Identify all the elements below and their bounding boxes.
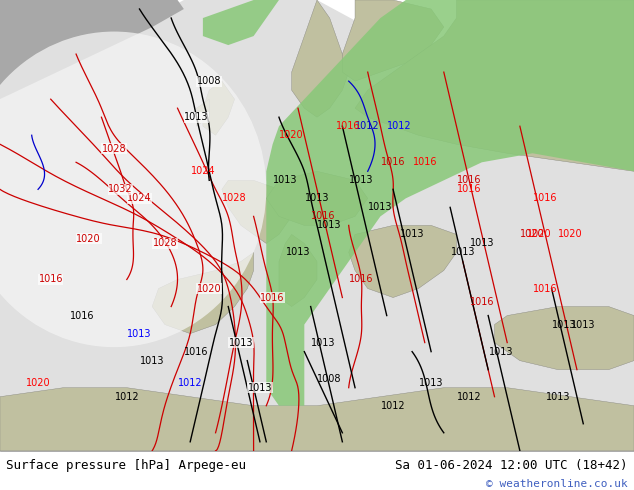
Polygon shape <box>203 81 235 135</box>
Text: 1013: 1013 <box>273 175 297 185</box>
Text: 1016: 1016 <box>470 297 494 307</box>
Text: 1016: 1016 <box>311 211 335 221</box>
Text: 1013: 1013 <box>419 378 443 388</box>
Text: 1013: 1013 <box>489 346 513 357</box>
Text: 1024: 1024 <box>191 166 215 176</box>
Polygon shape <box>266 0 634 406</box>
Text: 1016: 1016 <box>70 311 94 320</box>
Text: 1012: 1012 <box>356 121 380 131</box>
Text: 1012: 1012 <box>178 378 202 388</box>
Text: 1020: 1020 <box>527 229 551 240</box>
Text: 1028: 1028 <box>223 194 247 203</box>
Text: 1020: 1020 <box>26 378 50 388</box>
Text: 1013: 1013 <box>349 175 373 185</box>
Text: 1016: 1016 <box>381 157 405 167</box>
Polygon shape <box>0 0 634 451</box>
Text: 1013: 1013 <box>286 247 310 257</box>
Text: 1012: 1012 <box>457 392 481 402</box>
Text: 1020: 1020 <box>77 234 101 244</box>
Text: 1016: 1016 <box>533 284 557 294</box>
Text: 1013: 1013 <box>140 356 164 366</box>
Polygon shape <box>342 0 444 81</box>
Text: 1016: 1016 <box>39 274 63 285</box>
Polygon shape <box>0 0 184 99</box>
Text: Surface pressure [hPa] Arpege-eu: Surface pressure [hPa] Arpege-eu <box>6 459 247 472</box>
Polygon shape <box>495 307 634 369</box>
Polygon shape <box>355 0 634 172</box>
Text: 1016: 1016 <box>261 293 285 302</box>
Polygon shape <box>279 234 317 307</box>
Text: 1020: 1020 <box>559 229 583 240</box>
Text: 1013: 1013 <box>451 247 475 257</box>
Text: 1016: 1016 <box>337 121 361 131</box>
Text: 1013: 1013 <box>311 338 335 347</box>
Text: 1028: 1028 <box>102 144 126 154</box>
Text: 1016: 1016 <box>349 274 373 285</box>
Text: 1008: 1008 <box>197 76 221 86</box>
Polygon shape <box>292 0 349 117</box>
Text: 1012: 1012 <box>115 392 139 402</box>
Ellipse shape <box>0 31 266 347</box>
Polygon shape <box>266 172 368 225</box>
Text: 1016: 1016 <box>184 346 209 357</box>
Text: 1016: 1016 <box>413 157 437 167</box>
Text: 1012: 1012 <box>387 121 411 131</box>
Text: 1013: 1013 <box>571 319 595 330</box>
Text: 1013: 1013 <box>184 112 209 122</box>
Text: 1013: 1013 <box>400 229 424 240</box>
Text: 1013: 1013 <box>546 392 570 402</box>
Text: 1016: 1016 <box>457 175 481 185</box>
Text: Sa 01-06-2024 12:00 UTC (18+42): Sa 01-06-2024 12:00 UTC (18+42) <box>395 459 628 472</box>
Text: 1024: 1024 <box>127 194 152 203</box>
Text: 1016: 1016 <box>533 194 557 203</box>
Polygon shape <box>222 180 292 244</box>
Polygon shape <box>152 252 254 334</box>
Text: 1008: 1008 <box>318 374 342 384</box>
Text: 1020: 1020 <box>280 130 304 140</box>
Polygon shape <box>203 0 279 45</box>
Text: 1020: 1020 <box>521 229 545 240</box>
Text: 1013: 1013 <box>552 319 576 330</box>
Text: 1012: 1012 <box>381 401 405 411</box>
Text: 1028: 1028 <box>153 239 177 248</box>
Polygon shape <box>197 99 209 126</box>
Text: 1013: 1013 <box>470 239 494 248</box>
Text: 1013: 1013 <box>305 194 329 203</box>
Text: 1013: 1013 <box>248 383 272 392</box>
Text: 1013: 1013 <box>318 220 342 230</box>
Text: 1032: 1032 <box>108 184 133 195</box>
Text: 1013: 1013 <box>229 338 253 347</box>
Text: 1013: 1013 <box>127 329 152 339</box>
Text: 1013: 1013 <box>368 202 392 212</box>
Polygon shape <box>0 388 634 451</box>
Text: © weatheronline.co.uk: © weatheronline.co.uk <box>486 479 628 489</box>
Polygon shape <box>349 225 456 297</box>
Text: 1016: 1016 <box>457 184 481 195</box>
Text: 1020: 1020 <box>197 284 221 294</box>
